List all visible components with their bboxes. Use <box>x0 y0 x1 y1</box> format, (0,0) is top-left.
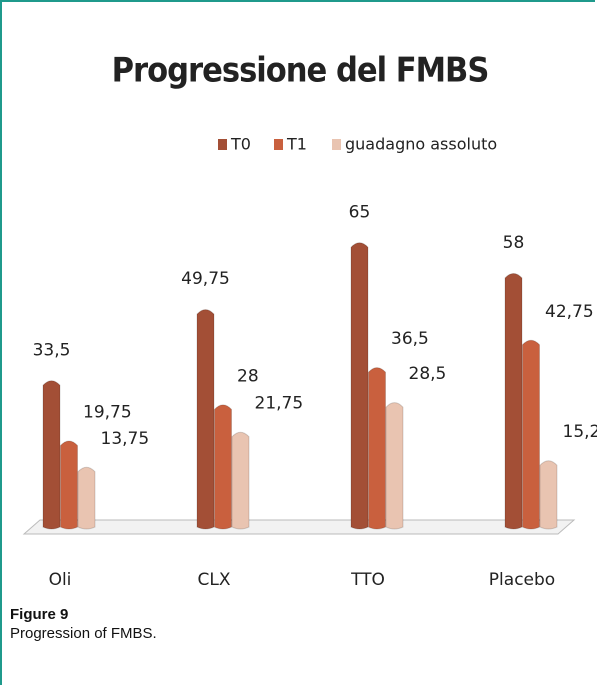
bar <box>522 339 540 530</box>
legend-label: T0 <box>230 135 251 154</box>
x-tick-label: Oli <box>49 570 72 590</box>
data-label: 13,75 <box>101 429 150 449</box>
bar <box>539 460 558 530</box>
chart: Progressione del FMBS T0 T1 guadagno assol… <box>22 51 597 590</box>
legend-label: guadagno assoluto <box>345 135 497 154</box>
data-label: 49,75 <box>181 269 230 289</box>
legend-marker <box>332 139 341 150</box>
chart-title: Progressione del FMBS <box>112 51 489 91</box>
bar <box>214 404 232 530</box>
bar <box>77 466 96 530</box>
data-label: 28 <box>237 366 259 386</box>
caption-label: Figure 9 <box>10 606 69 623</box>
data-label: 28,5 <box>409 364 447 384</box>
data-label: 58 <box>503 233 525 253</box>
x-tick-label: TTO <box>350 570 385 590</box>
data-label: 36,5 <box>391 329 429 349</box>
caption-text: Progression of FMBS. <box>10 625 157 642</box>
bar <box>385 402 404 530</box>
data-label: 15,25 <box>563 422 597 442</box>
bar <box>196 309 215 530</box>
bar <box>504 272 523 530</box>
data-label: 65 <box>349 202 371 222</box>
data-label: 33,5 <box>33 340 71 360</box>
bar <box>350 242 369 530</box>
legend-marker <box>274 139 283 150</box>
x-tick-label: CLX <box>198 570 231 590</box>
bar <box>42 380 61 530</box>
floor <box>22 519 576 535</box>
bar <box>231 431 250 530</box>
legend-label: T1 <box>286 135 307 154</box>
x-tick-label: Placebo <box>489 570 555 590</box>
data-label: 21,75 <box>255 394 304 414</box>
data-label: 42,75 <box>545 302 594 322</box>
legend-marker <box>218 139 227 150</box>
bar <box>60 440 78 530</box>
bar <box>368 367 386 530</box>
data-label: 19,75 <box>83 402 132 422</box>
